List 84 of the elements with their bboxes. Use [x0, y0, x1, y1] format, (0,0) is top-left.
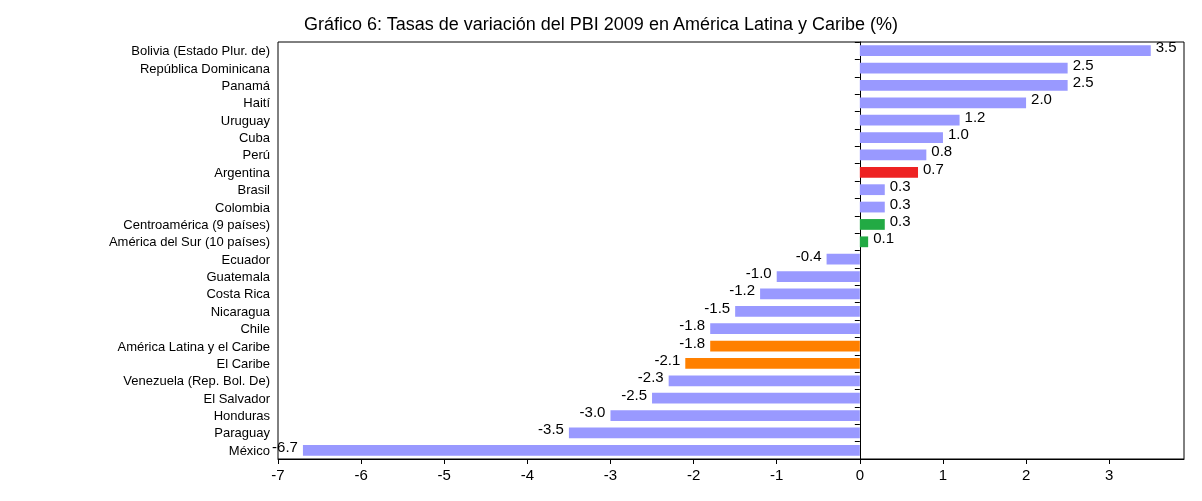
- data-label: 0.7: [923, 159, 944, 177]
- bar: [652, 392, 860, 404]
- data-label: -0.4: [795, 246, 822, 264]
- bar: [668, 375, 860, 387]
- data-label: -6.7: [272, 437, 298, 455]
- bar: [859, 80, 1068, 91]
- x-tick-label: -1: [770, 466, 784, 483]
- y-tick-label: Chile: [240, 321, 270, 337]
- y-tick-label: Bolivia (Estado Plur. de): [131, 43, 270, 59]
- y-tick-label: Uruguay: [220, 112, 271, 128]
- data-label: 0.1: [873, 229, 895, 247]
- x-tick-label: -5: [437, 466, 451, 483]
- data-label: 0.3: [889, 177, 911, 195]
- bar: [710, 323, 860, 335]
- data-label: -2.3: [637, 368, 664, 386]
- y-tick-label: Paraguay: [214, 425, 271, 441]
- y-tick-label: América del Sur (10 países): [108, 234, 270, 250]
- y-tick-label: República Dominicana: [139, 60, 271, 76]
- data-label: -2.1: [654, 350, 681, 368]
- bar: [710, 340, 860, 352]
- x-tick-label: 2: [1021, 466, 1031, 483]
- x-tick-label: -2: [686, 466, 701, 483]
- data-label: -1.0: [745, 264, 772, 282]
- data-label: -3.0: [579, 403, 606, 421]
- bar: [826, 253, 860, 265]
- bar: [859, 114, 960, 126]
- x-tick-label: -7: [271, 466, 285, 483]
- bar: [859, 201, 885, 213]
- y-tick-label: Argentina: [214, 164, 271, 180]
- y-tick-label: Colombia: [215, 199, 271, 215]
- y-tick-label: Cuba: [238, 130, 271, 146]
- data-label: 3.5: [1155, 38, 1177, 56]
- bar: [859, 62, 1068, 74]
- bar: [859, 166, 919, 178]
- bar: [859, 184, 885, 196]
- bar: [859, 236, 869, 248]
- y-tick-label: México: [228, 442, 270, 458]
- data-label: 0.3: [889, 194, 911, 212]
- data-label: 1.0: [947, 125, 969, 143]
- data-label: 1.2: [964, 107, 986, 125]
- x-tick-label: -4: [520, 466, 535, 483]
- bar: [776, 271, 860, 282]
- bar: [735, 305, 860, 317]
- data-label: -3.5: [538, 420, 564, 438]
- y-tick-label: Brasil: [237, 182, 271, 198]
- y-tick-label: El Salvador: [203, 390, 271, 406]
- bar: [859, 132, 943, 143]
- bar: [302, 444, 860, 456]
- data-label: -1.8: [679, 316, 706, 334]
- data-label: -1.2: [729, 281, 756, 299]
- x-tick-label: 1: [938, 466, 948, 483]
- bar: [859, 45, 1151, 57]
- y-tick-label: Nicaragua: [210, 303, 271, 319]
- data-label: -1.5: [704, 298, 731, 316]
- y-tick-label: América Latina y el Caribe: [117, 338, 270, 354]
- bar: [859, 149, 927, 161]
- data-label: 2.5: [1072, 55, 1094, 73]
- data-label: -2.5: [621, 385, 648, 403]
- x-tick-label: 0: [855, 466, 865, 483]
- chart-title: Gráfico 6: Tasas de variación del PBI 2009 en América Latina y Caribe (%): [304, 14, 898, 34]
- y-tick-label: Ecuador: [221, 251, 271, 267]
- data-label: 0.8: [931, 142, 953, 160]
- x-tick-label: 3: [1105, 466, 1114, 483]
- bar: [568, 427, 860, 439]
- bar: [859, 219, 885, 230]
- y-tick-label: Haití: [243, 95, 271, 111]
- y-tick-label: Guatemala: [206, 269, 271, 285]
- y-tick-label: Venezuela (Rep. Bol. De): [123, 373, 270, 389]
- x-tick-label: -3: [603, 466, 618, 483]
- y-tick-label: Perú: [242, 147, 270, 163]
- bar: [685, 358, 860, 369]
- y-tick-label: El Caribe: [216, 355, 270, 371]
- bar: [760, 288, 860, 300]
- y-tick-label: Honduras: [213, 408, 271, 424]
- data-label: -1.8: [679, 333, 706, 351]
- data-label: 2.0: [1031, 90, 1052, 108]
- y-tick-label: Panamá: [221, 77, 271, 93]
- y-tick-label: Centroamérica (9 países): [123, 216, 270, 232]
- y-tick-label: Costa Rica: [206, 286, 271, 302]
- data-label: 0.3: [889, 211, 911, 229]
- bar: [610, 410, 860, 421]
- data-label: 2.5: [1072, 72, 1094, 90]
- bar: [859, 97, 1027, 109]
- x-tick-label: -6: [354, 466, 368, 483]
